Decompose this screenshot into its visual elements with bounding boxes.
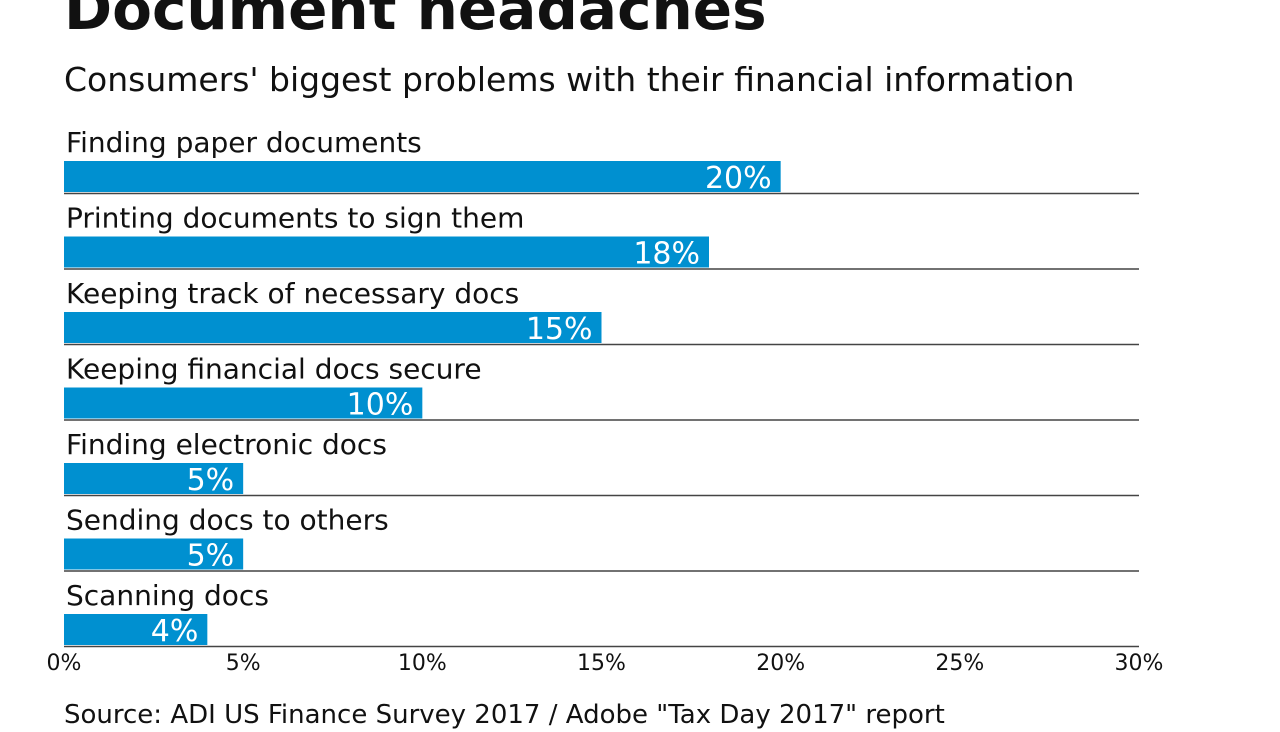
bar [64,614,208,645]
bar-value-label: 5% [187,463,235,498]
bar [64,387,423,419]
bar [64,161,781,192]
chart-subtitle: Consumers' biggest problems with their f… [64,60,1075,99]
bar-chart: Finding paper documents 20% Printing docum… [47,126,1164,676]
bar-value-label: 15% [526,312,593,347]
x-tick-label: 20% [756,651,805,676]
category-label: Keeping financial docs secure [66,353,482,386]
x-tick-label: 25% [935,651,984,676]
bar-value-label: 10% [347,388,414,423]
x-tick-label: 0% [47,651,82,676]
x-tick-label: 5% [226,651,261,676]
category-label: Scanning docs [66,579,269,612]
source-note: Source: ADI US Finance Survey 2017 / Ado… [64,700,945,730]
bar-value-label: 20% [705,161,772,196]
category-label: Finding paper documents [66,126,422,159]
x-tick-label: 10% [398,651,447,676]
bar [64,463,244,494]
category-label: Keeping track of necessary docs [66,277,519,310]
bar-value-label: 18% [633,237,700,272]
category-label: Finding electronic docs [66,428,387,461]
bar-value-label: 5% [187,539,235,574]
category-label: Sending docs to others [66,504,389,537]
x-tick-label: 30% [1115,651,1164,676]
chart-title: Document headaches [64,0,767,43]
bar [64,236,709,268]
bar [64,312,602,343]
x-tick-label: 15% [577,651,626,676]
bar [64,538,244,570]
bar-value-label: 4% [151,614,199,649]
category-label: Printing documents to sign them [66,202,524,235]
